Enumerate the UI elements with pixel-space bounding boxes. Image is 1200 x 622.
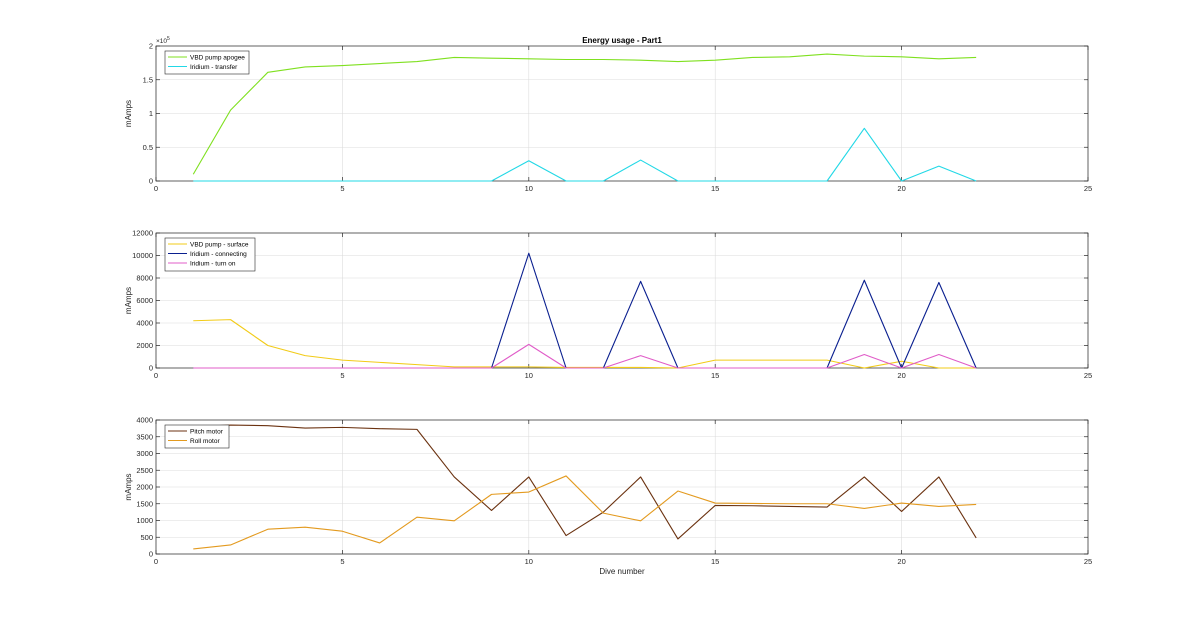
x-tick-label: 25 [1084,557,1092,566]
y-tick-label: 0 [149,550,153,559]
y-tick-label: 12000 [132,229,153,238]
legend: VBD pump - surface Iridium - connecting Ir… [164,237,256,272]
legend-label-iridium-connecting: Iridium - connecting [190,251,247,258]
y-tick-label: 8000 [136,274,153,283]
x-tick-label: 20 [897,557,905,566]
y-tick-label: 0.5 [143,143,153,152]
legend-label-roll-motor: Roll motor [190,438,220,445]
series-line-vbd-pump-surface [193,319,977,369]
series-line-vbd-pump-apogee [192,53,977,175]
energy-middle-panel: 0 5 10 15 20 25 0 2000 4000 6000 8000 10000 12000 mAm… [124,229,1092,380]
x-tick-label: 10 [525,184,533,193]
x-tick-label: 15 [711,557,719,566]
energy-top-panel: 0 5 10 15 20 25 0 0.5 1 1.5 2×105 mAmps Energy usage… [124,36,1092,193]
x-tick-label: 5 [340,371,344,380]
series-line-roll-motor [193,475,977,550]
y-tick-label: 6000 [136,296,153,305]
x-tick-label: 5 [340,184,344,193]
y-tick-label: 3000 [136,449,153,458]
y-tick-label: 3500 [136,432,153,441]
series-line-iridium-transfer [193,127,977,182]
x-tick-label: 0 [154,557,158,566]
x-tick-label: 0 [154,371,158,380]
x-tick-label: 15 [711,371,719,380]
x-tick-label: 25 [1084,184,1092,193]
x-tick-label: 20 [897,371,905,380]
y-axis-label: mAmps [124,287,133,314]
y-tick-label: 1000 [136,516,153,525]
y-tick-label: 2500 [136,466,153,475]
y-tick-label: 0 [149,177,153,186]
legend-label-vbd-pump-surface: VBD pump - surface [190,241,249,248]
y-tick-label: 0 [149,364,153,373]
x-axis-label: Dive number [599,567,645,576]
legend-label-vbd-pump-apogee: VBD pump apogee [190,54,245,61]
y-tick-label: 4000 [136,416,153,425]
y-axis-label: mAmps [124,473,133,500]
y-tick-label: 4000 [136,319,153,328]
legend: Pitch motor Roll motor [164,424,230,449]
series-line-pitch-motor [193,424,977,540]
y-tick-label: 500 [140,533,153,542]
legend-label-iridium-transfer: Iridium - transfer [190,64,238,71]
x-tick-label: 0 [154,184,158,193]
x-tick-label: 20 [897,184,905,193]
y-tick-label: 1 [149,109,153,118]
y-axis-label: mAmps [124,100,133,127]
x-tick-label: 10 [525,557,533,566]
y-tick-label: 10000 [132,251,153,260]
legend: VBD pump apogee Iridium - transfer [164,50,250,75]
x-tick-label: 15 [711,184,719,193]
series-line-iridium-turn-on [193,343,977,369]
y-exponent-label: ×105 [156,36,170,45]
y-tick-label: 2000 [136,341,153,350]
y-tick-label: 2000 [136,483,153,492]
legend-label-pitch-motor: Pitch motor [190,428,224,435]
y-tick-label: 1500 [136,499,153,508]
legend-label-iridium-turn-on: Iridium - turn on [190,260,236,267]
chart-title: Energy usage - Part1 [582,36,662,45]
y-tick-label: 2 [149,42,153,51]
y-tick-label: 1.5 [143,75,153,84]
x-tick-label: 10 [525,371,533,380]
energy-bottom-panel: 0 5 10 15 20 25 0 500 1000 1500 2000 2500 3000 3500 40… [124,416,1092,576]
x-tick-label: 25 [1084,371,1092,380]
x-tick-label: 5 [340,557,344,566]
y-exponent-power: 5 [167,36,170,42]
